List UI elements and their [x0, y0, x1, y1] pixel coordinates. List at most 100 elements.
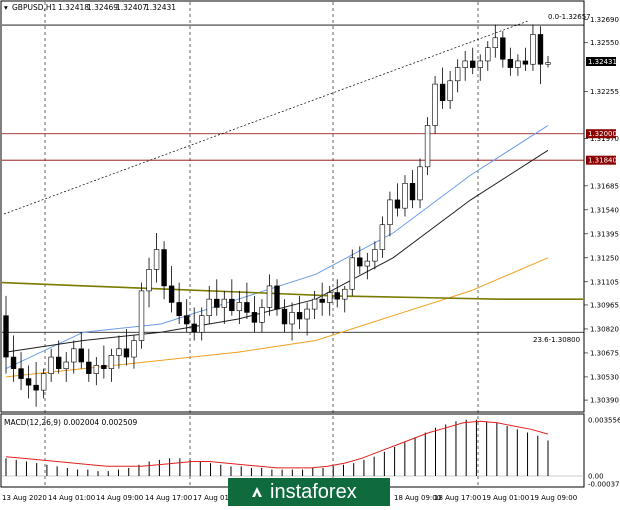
candle-body — [123, 348, 130, 358]
price-tick-label: 1.31970 — [590, 135, 619, 143]
candle-body — [229, 298, 235, 312]
price-tick-label: 1.31540 — [590, 206, 619, 214]
candle-body — [153, 249, 160, 270]
moving-average-line — [1, 281, 583, 301]
candle-body — [48, 356, 54, 374]
candle-body — [342, 288, 348, 300]
candle-body — [55, 356, 62, 369]
macd-indicator — [2, 419, 584, 477]
candle-body — [176, 302, 182, 317]
ohlc-close: 1.32431 — [145, 3, 176, 12]
time-tick-label: 18 Aug 17:00 — [434, 494, 481, 502]
fibonacci-trend-line[interactable] — [3, 20, 529, 215]
candle-body — [530, 34, 536, 65]
candle-body — [417, 166, 423, 201]
candle-body — [71, 348, 77, 363]
candle-body — [3, 315, 9, 358]
time-tick-label: 14 Aug 01:00 — [48, 494, 95, 502]
ohlc-high: 1.32469 — [87, 3, 118, 12]
candle-body — [319, 298, 325, 303]
time-tick-label: 13 Aug 2020 — [2, 494, 47, 502]
price-tick-label: 1.30530 — [590, 373, 619, 381]
price-tick-label: 1.30675 — [590, 349, 619, 357]
candle-body — [25, 378, 32, 386]
candle-body — [108, 355, 115, 369]
candle-body — [545, 62, 551, 65]
symbol-title: GBPUSD,H1 — [12, 3, 57, 12]
candle-body — [131, 340, 137, 358]
vertical-grid — [44, 2, 479, 486]
candle-body — [447, 80, 453, 101]
ohlc-low: 1.32407 — [116, 3, 147, 12]
horizontal-levels — [2, 24, 584, 333]
watermark-text: instaforex — [270, 480, 357, 503]
candle-body — [311, 298, 318, 310]
candle-body — [259, 307, 265, 323]
watermark: instaforex — [228, 478, 390, 506]
level-label-1: 1.32000 — [588, 130, 617, 138]
chevron-down-icon[interactable]: ▾ — [4, 3, 8, 12]
price-tick-label: 1.32690 — [590, 16, 619, 24]
candle-body — [93, 365, 100, 374]
price-axis: 1.32690 1.32550 1.32255 1.31970 1.31685 1.315… — [584, 16, 620, 489]
candle-body — [334, 292, 340, 300]
macd-tick-label: 0.003556 — [588, 417, 620, 425]
level-tag-2 — [586, 155, 616, 165]
time-tick-label: 14 Aug 09:00 — [96, 494, 143, 502]
candle-body — [424, 125, 431, 168]
price-tick-label: 1.30820 — [590, 325, 619, 333]
current-price-label: 1.32431 — [588, 58, 617, 66]
time-tick-label: 18 Aug 09:00 — [394, 494, 441, 502]
price-tick-label: 1.31395 — [590, 230, 619, 238]
price-tick-label: 1.31105 — [590, 278, 619, 286]
candle-body — [101, 365, 107, 369]
candle-body — [236, 302, 243, 312]
candles — [3, 24, 551, 407]
candle-body — [266, 285, 273, 308]
candle-body — [244, 302, 250, 313]
time-tick-label: 17 Aug 01:00 — [193, 494, 240, 502]
candle-body — [221, 298, 228, 308]
candle-body — [477, 60, 483, 68]
candle-body — [274, 285, 280, 310]
candle-body — [304, 308, 310, 320]
ohlc-open: 1.32418 — [58, 3, 89, 12]
price-tick-label: 1.32550 — [590, 39, 619, 47]
main-panel-frame — [0, 0, 585, 413]
candle-body — [492, 37, 499, 49]
candle-body — [138, 290, 145, 341]
candle-body — [10, 356, 17, 369]
candle-body — [454, 67, 461, 82]
candle-body — [161, 249, 167, 287]
candle-body — [485, 47, 491, 62]
fib-label-bottom: 23.6-1.30800 — [533, 336, 580, 344]
candle-body — [379, 224, 386, 250]
time-tick-label: 14 Aug 17:00 — [145, 494, 192, 502]
candle-body — [432, 83, 438, 126]
candle-body — [326, 292, 333, 303]
time-axis: 13 Aug 2020 14 Aug 01:00 14 Aug 09:00 14 Au… — [2, 494, 577, 502]
candle-body — [296, 312, 303, 320]
candle-body — [349, 257, 355, 290]
level-label-2: 1.31840 — [588, 157, 617, 165]
candle-body — [183, 315, 190, 325]
candle-body — [470, 60, 476, 68]
candle-body — [364, 260, 371, 267]
candle-body — [63, 361, 69, 369]
price-tick-label: 1.31250 — [590, 254, 619, 262]
price-tick-label: 1.32255 — [590, 88, 619, 96]
candle-body — [515, 60, 521, 68]
candle-body — [18, 368, 24, 379]
current-price-tag — [586, 57, 616, 66]
candle-body — [199, 315, 205, 333]
macd-title: MACD(12,26,9) 0.002004 0.002509 — [4, 418, 138, 427]
candle-body — [281, 308, 288, 325]
candle-body — [116, 348, 122, 356]
macd-tick-label: -0.000376 — [588, 481, 620, 489]
candle-body — [289, 312, 295, 325]
candle-body — [537, 34, 544, 65]
candle-body — [357, 257, 363, 267]
candle-body — [40, 373, 47, 391]
